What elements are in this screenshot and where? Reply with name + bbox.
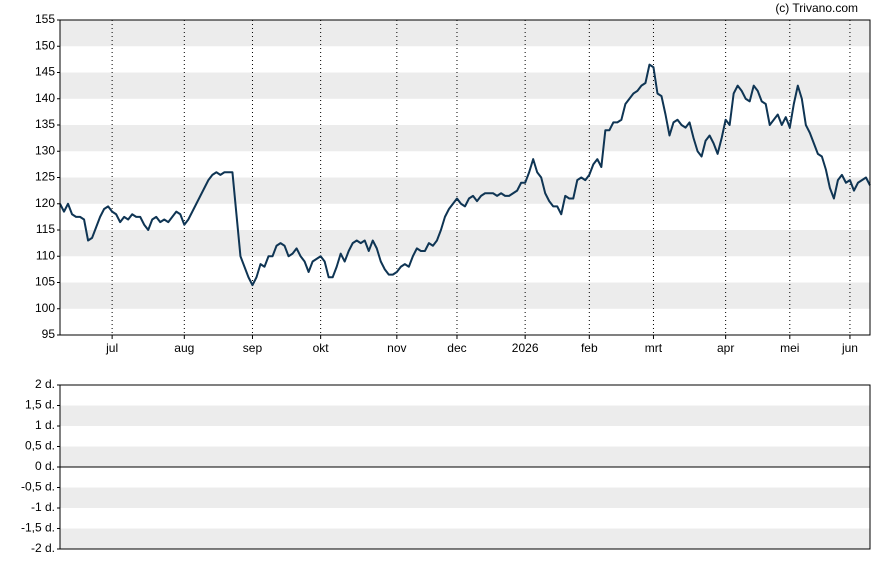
y-tick-label: 135	[35, 117, 55, 131]
grid-band	[60, 72, 870, 99]
grid-band	[60, 282, 870, 309]
y-tick-label: 155	[35, 12, 55, 26]
x-tick-label: apr	[717, 341, 734, 355]
y-tick-label: 95	[42, 327, 56, 341]
y-tick-label: 140	[35, 91, 55, 105]
grid-band	[60, 125, 870, 152]
y-tick-label: 115	[36, 222, 55, 236]
grid-band	[60, 405, 870, 426]
y-tick-label: 100	[35, 301, 55, 315]
grid-band	[60, 230, 870, 257]
grid-band	[60, 528, 870, 549]
y-tick-label: -1,5 d.	[21, 521, 55, 535]
grid-band	[60, 177, 870, 204]
grid-band	[60, 487, 870, 508]
y-tick-label: 150	[35, 38, 55, 52]
y-tick-label: 120	[35, 196, 55, 210]
x-tick-label: mrt	[645, 341, 663, 355]
plot-frame	[59, 19, 871, 336]
y-tick-label: 110	[36, 248, 55, 262]
x-tick-label: dec	[447, 341, 466, 355]
x-tick-label: feb	[581, 341, 598, 355]
price-line	[59, 63, 871, 287]
y-tick-label: 1 d.	[35, 418, 55, 432]
x-tick-label: sep	[243, 341, 263, 355]
grid-band	[60, 446, 870, 467]
plot-frame	[59, 384, 871, 550]
y-tick-label: -2 d.	[31, 541, 55, 555]
y-tick-label: 125	[35, 170, 55, 184]
x-tick-label: okt	[313, 341, 330, 355]
y-tick-label: 130	[35, 143, 55, 157]
y-tick-label: 105	[35, 275, 55, 289]
x-tick-label: jul	[105, 341, 118, 355]
y-tick-label: 2 d.	[35, 377, 55, 391]
x-tick-label: nov	[387, 341, 406, 355]
y-tick-label: -0,5 d.	[21, 480, 55, 494]
x-tick-label: aug	[174, 341, 194, 355]
grid-band	[60, 20, 870, 47]
y-tick-label: 145	[35, 65, 55, 79]
y-tick-label: 0,5 d.	[25, 439, 55, 453]
y-tick-label: 1,5 d.	[25, 398, 55, 412]
y-tick-label: 0 d.	[35, 459, 55, 473]
x-tick-label: 2026	[512, 341, 539, 355]
x-tick-label: jun	[841, 341, 858, 355]
source: (c) Trivano.com	[775, 1, 858, 15]
x-tick-label: mei	[780, 341, 799, 355]
y-tick-label: -1 d.	[31, 500, 55, 514]
